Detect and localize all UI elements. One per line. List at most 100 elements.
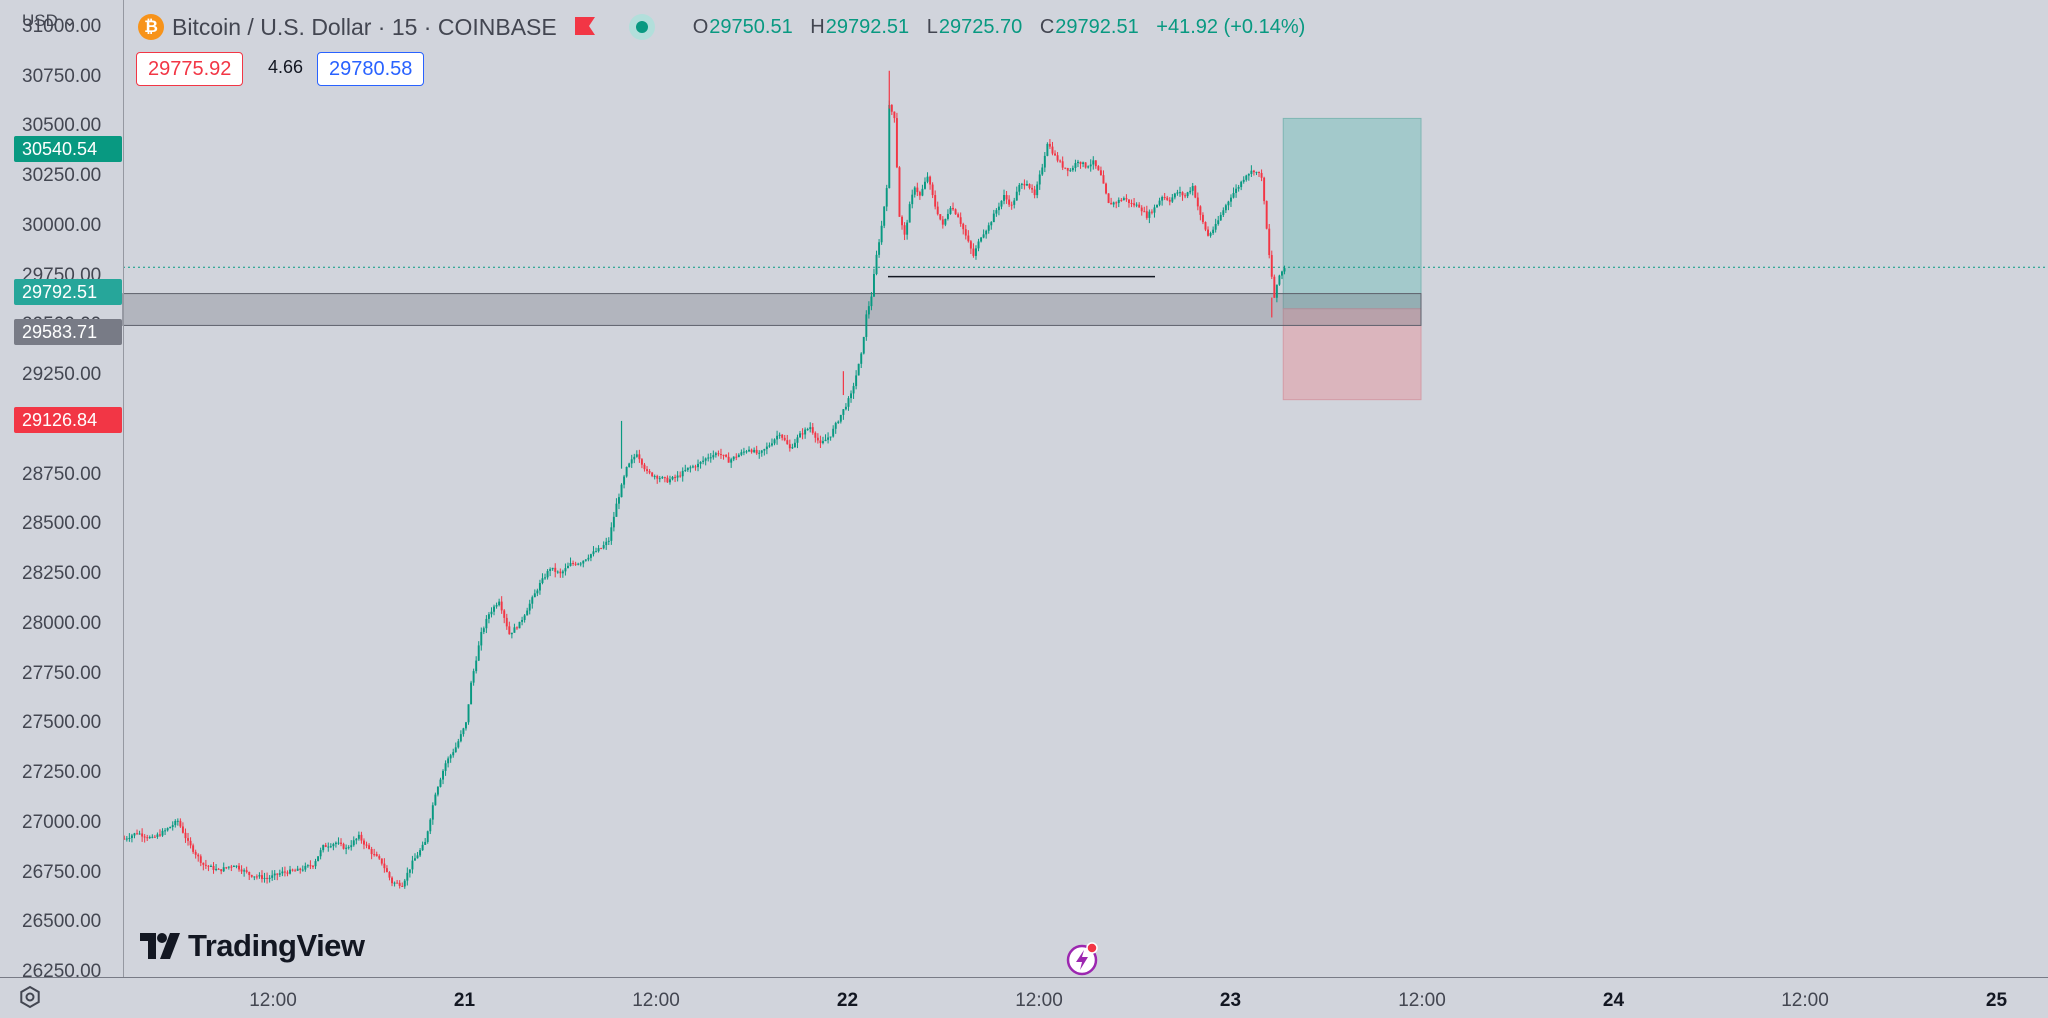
candle <box>480 631 483 646</box>
candle <box>1283 268 1286 272</box>
candle <box>1020 183 1023 185</box>
candle <box>1066 168 1069 171</box>
buy-button[interactable]: 29780.58 <box>317 52 425 86</box>
candle <box>1186 192 1189 197</box>
candle <box>1000 200 1003 207</box>
candle <box>1168 199 1171 202</box>
candle <box>1087 166 1090 168</box>
settings-icon[interactable] <box>18 985 42 1014</box>
candle <box>681 470 684 477</box>
candle <box>204 864 207 866</box>
candle <box>569 563 572 566</box>
candle <box>669 479 671 483</box>
candle <box>442 770 444 780</box>
candle <box>289 869 291 874</box>
candle <box>176 820 179 822</box>
tradingview-logo[interactable]: TradingView <box>140 928 365 964</box>
symbol-title[interactable]: Bitcoin / U.S. Dollar · 15 · COINBASE <box>172 13 557 40</box>
time-scale[interactable] <box>0 977 2048 1018</box>
candle <box>215 868 218 870</box>
sell-button[interactable]: 29775.92 <box>136 52 244 86</box>
candle <box>220 869 223 872</box>
candle <box>1005 195 1008 200</box>
candle <box>952 207 954 210</box>
candle <box>363 840 365 845</box>
candle <box>781 434 784 438</box>
candle <box>179 820 182 827</box>
candle <box>615 503 618 517</box>
candle <box>997 206 1000 211</box>
y-tick-label: 28000.00 <box>22 612 102 634</box>
candle <box>181 826 184 833</box>
candle <box>822 441 824 444</box>
candle <box>969 241 972 249</box>
candle <box>1275 284 1278 298</box>
price-scale[interactable] <box>0 0 124 977</box>
candle <box>332 844 335 847</box>
candle <box>373 854 376 856</box>
candle <box>421 844 424 851</box>
candle <box>916 187 919 193</box>
candle <box>977 241 980 249</box>
candle <box>890 104 893 112</box>
candle <box>832 428 835 437</box>
candle <box>401 885 404 887</box>
candle <box>786 440 789 445</box>
candle <box>334 842 337 845</box>
candle <box>365 844 368 846</box>
candle <box>431 805 434 820</box>
y-tick-label: 28250.00 <box>22 563 102 585</box>
candle <box>873 274 875 297</box>
candle <box>1158 200 1161 205</box>
candle <box>1074 163 1077 168</box>
candle <box>633 456 636 460</box>
candle <box>944 218 947 225</box>
candle <box>459 734 462 742</box>
candle <box>217 868 220 870</box>
candle <box>398 882 401 886</box>
candle <box>1023 183 1026 186</box>
candle <box>957 214 960 218</box>
entry-price-badge: 29583.71 <box>14 319 122 345</box>
lightning-alert-icon[interactable] <box>1066 942 1100 981</box>
candle <box>1043 155 1046 168</box>
candle <box>153 836 156 838</box>
candle <box>1084 162 1087 168</box>
candle <box>804 429 807 435</box>
candle <box>722 454 725 456</box>
candle <box>742 451 745 453</box>
candle <box>505 617 508 627</box>
tradingview-logo-icon <box>140 933 180 959</box>
candle <box>447 758 450 764</box>
candle <box>880 225 883 243</box>
candle <box>1214 223 1217 230</box>
ohlc-high-value: 29792.51 <box>825 15 910 38</box>
candle <box>623 476 626 485</box>
currency-selector[interactable]: USD ⌄ <box>22 11 77 31</box>
candle <box>1201 214 1204 223</box>
x-tick-label: 22 <box>836 990 859 1011</box>
candle <box>250 875 253 877</box>
x-tick-label: 23 <box>1219 990 1242 1011</box>
market-status-icon[interactable] <box>628 14 655 40</box>
candle <box>368 845 371 850</box>
candle <box>893 111 896 119</box>
candle <box>1097 166 1100 171</box>
candle <box>202 862 205 865</box>
candle <box>630 459 633 464</box>
candle <box>128 837 131 839</box>
candle <box>1179 192 1181 194</box>
candle <box>1120 199 1123 201</box>
y-tick-label: 31000.00 <box>22 16 102 37</box>
candle <box>666 477 669 483</box>
candle <box>1194 186 1197 198</box>
candle <box>740 452 743 455</box>
candle <box>312 865 314 867</box>
candle <box>574 563 577 565</box>
flag-icon[interactable] <box>574 14 595 41</box>
candle <box>1018 184 1021 192</box>
candle <box>1163 197 1166 199</box>
candle <box>730 459 733 463</box>
candle <box>426 831 429 842</box>
